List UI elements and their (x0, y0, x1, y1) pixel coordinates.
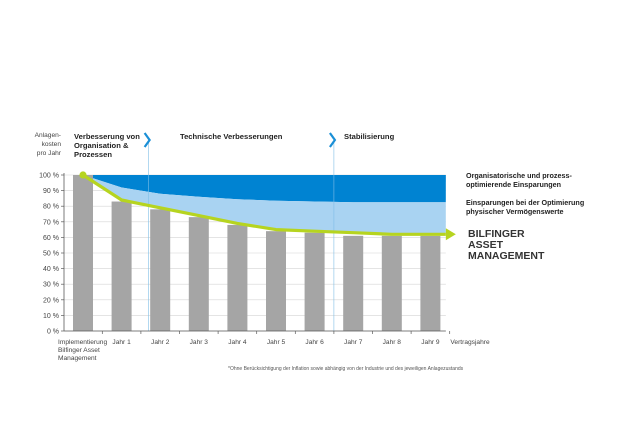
y-tick-label: 0 % (47, 329, 59, 336)
y-axis-label: pro Jahr (37, 150, 62, 157)
phase-chevron-icon (329, 132, 337, 148)
x-tick-label: Bilfinger Asset (58, 347, 100, 354)
y-tick-label: 80 % (43, 204, 59, 211)
y-tick-label: 90 % (43, 188, 59, 195)
x-tick-label: Jahr 3 (190, 339, 209, 346)
footnote: *Ohne Berücksichtigung der Inflation sow… (228, 366, 464, 372)
x-tick-label: Jahr 8 (383, 339, 402, 346)
x-tick-label: Jahr 1 (112, 339, 131, 346)
band-organisational-savings (83, 175, 446, 203)
annotation-label: optimierende Einsparungen (466, 180, 561, 189)
brand-logo-text: MANAGEMENT (468, 250, 545, 262)
bar-0 (73, 175, 93, 331)
annotation-label: physischer Vermögenswerte (466, 207, 563, 216)
x-tick-label: Jahr 4 (228, 339, 247, 346)
y-tick-label: 30 % (43, 282, 59, 289)
brand-logo-text: ASSET (468, 239, 504, 251)
phase-label: Stabilisierung (344, 132, 395, 141)
bar-8 (381, 235, 402, 331)
bar-7 (343, 235, 364, 331)
y-tick-label: 50 % (43, 251, 59, 258)
y-axis-label: Anlagen- (35, 132, 61, 139)
x-tick-label: Jahr 7 (344, 339, 363, 346)
phase-label: Technische Verbesserungen (180, 132, 283, 141)
bar-5 (266, 231, 286, 331)
cost-line (82, 173, 446, 236)
phase-label: Organisation & (74, 141, 129, 150)
y-tick-label: 70 % (43, 219, 59, 226)
bar-4 (227, 224, 248, 331)
phase-label: Prozessen (74, 150, 112, 159)
bar-9 (420, 235, 441, 331)
y-tick-label: 60 % (43, 235, 59, 242)
bar-1 (111, 201, 132, 331)
x-tick-label: Jahr 9 (421, 339, 440, 346)
x-tick-label: Jahr 6 (305, 339, 324, 346)
x-tick-label: Implementierung (58, 339, 107, 346)
x-tick-label: Management (58, 355, 97, 362)
cost-line-arrowhead (445, 228, 456, 241)
bar-3 (188, 217, 209, 331)
bar-2 (150, 209, 171, 331)
y-tick-label: 10 % (43, 313, 59, 320)
cost-line-start-dot (79, 171, 87, 179)
phase-label: Verbesserung von (74, 132, 140, 141)
y-tick-label: 40 % (43, 266, 59, 273)
annotation-label: Einsparungen bei der Optimierung (466, 198, 584, 207)
bar-6 (304, 232, 325, 331)
annotation-label: Organisatorische und prozess- (466, 171, 572, 180)
phase-chevron-icon (143, 132, 151, 148)
y-tick-label: 100 % (39, 173, 59, 180)
y-axis-label: kosten (42, 141, 62, 148)
x-tick-label: Jahr 5 (267, 339, 286, 346)
band-asset-optimisation-savings (83, 175, 446, 235)
x-axis-label: Vertragsjahre (450, 339, 490, 346)
brand-logo-text: BILFINGER (468, 228, 525, 240)
x-tick-label: Jahr 2 (151, 339, 170, 346)
y-tick-label: 20 % (43, 297, 59, 304)
